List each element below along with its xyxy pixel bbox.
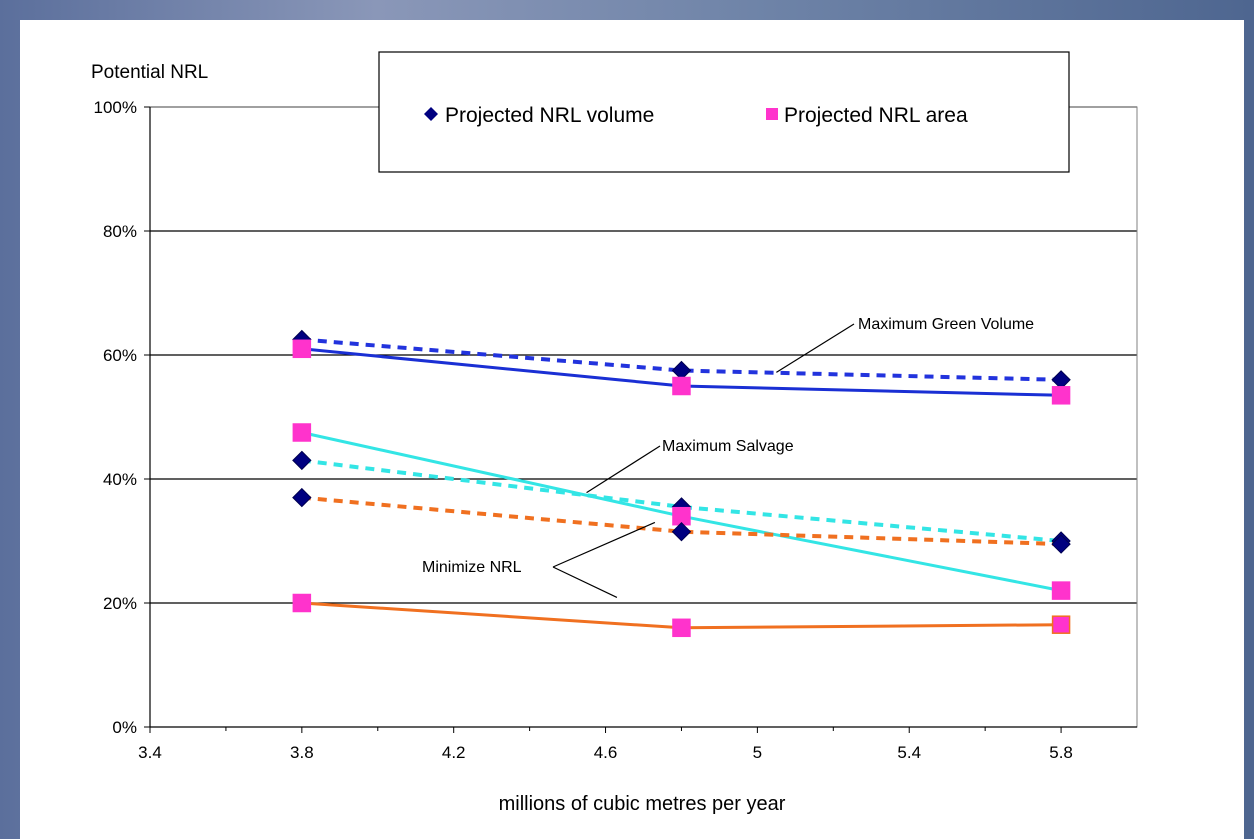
point-maximum-salvage-volume [292,450,312,471]
point-maximum-salvage-area [1051,581,1071,600]
point-minimize-nrl-area [1051,615,1071,634]
annotation-leader [552,566,618,598]
legend-label-volume: Projected NRL volume [445,104,654,127]
x-tick-label: 3.4 [138,743,162,762]
annotation-maximum-green-volume: Maximum Green Volume [858,316,1034,333]
x-tick-label: 5.8 [1049,743,1073,762]
legend-box [378,51,1070,173]
annotation-leader [586,445,661,494]
line-chart: 0% 20% 40% 60% 80% 100% 3.4 3.8 4.2 4.6 5 5.4 5.8 Ma… [91,51,1138,815]
y-axis-title: Potential NRL [91,62,208,83]
y-tick-label: 60% [103,346,137,365]
annotation-leader [776,323,855,373]
annotation-maximum-salvage: Maximum Salvage [662,438,794,455]
point-minimize-nrl-area [672,618,691,638]
x-tick-label: 4.2 [442,743,466,762]
legend-marker-square [766,108,778,120]
series-layer [292,329,1071,638]
legend-label-area: Projected NRL area [784,104,968,127]
annotation-minimize-nrl: Minimize NRL [422,559,522,576]
point-minimize-nrl-volume [671,521,692,542]
x-tick-label: 3.8 [290,743,314,762]
point-minimize-nrl-volume [292,487,312,508]
y-tick-label: 80% [103,222,137,241]
plot-area [149,106,1138,728]
point-minimize-nrl-area [292,593,312,613]
x-tick-label: 5.4 [897,743,921,762]
x-axis-title: millions of cubic metres per year [499,793,786,815]
annotation-leader [552,521,656,568]
legend: Projected NRL volume Projected NRL area [378,51,1070,173]
point-maximum-green-volume-area [1051,386,1071,405]
point-maximum-green-volume-area [292,339,312,359]
y-tick-label: 0% [112,718,137,737]
annotations: Maximum Green Volume Maximum Salvage Minim… [422,316,1034,598]
y-tick-label: 20% [103,594,137,613]
axes: 0% 20% 40% 60% 80% 100% 3.4 3.8 4.2 4.6 5 5.4 5.8 [94,98,1138,762]
x-tick-label: 4.6 [594,743,618,762]
point-minimize-nrl-volume [1051,534,1071,554]
y-tick-label: 100% [94,98,137,117]
x-tick-label: 5 [753,743,762,762]
y-tick-label: 40% [103,470,137,489]
point-maximum-green-volume-area [672,376,691,396]
chart-frame: 0% 20% 40% 60% 80% 100% 3.4 3.8 4.2 4.6 5 5.4 5.8 Ma… [20,20,1244,839]
point-maximum-salvage-area [292,423,312,442]
legend-marker-diamond [424,107,438,121]
